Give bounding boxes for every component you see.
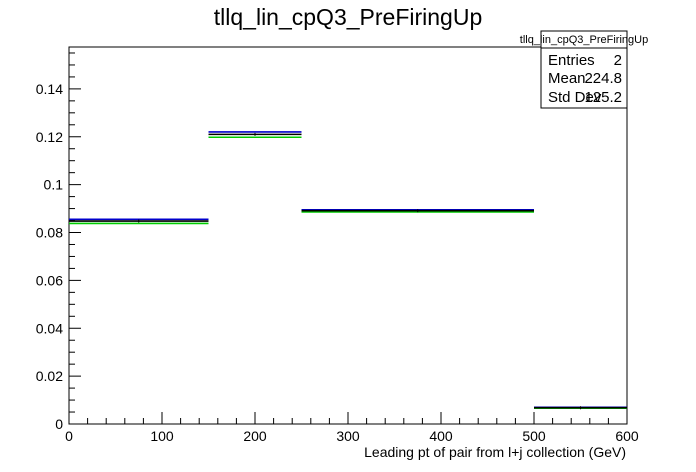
y-tick-label: 0.1: [44, 177, 64, 193]
x-tick-label: 300: [336, 428, 360, 444]
stats-stddev-value: 125.2: [584, 89, 622, 106]
stats-mean-value: 224.8: [584, 70, 622, 87]
y-tick-label: 0: [55, 416, 63, 432]
stats-box: tllq_lin_cpQ3_PreFiringUp Entries 2 Mean…: [520, 30, 648, 109]
x-tick-label: 400: [429, 428, 453, 444]
x-tick-label: 100: [150, 428, 174, 444]
stats-entries-label: Entries: [548, 52, 595, 69]
x-tick-label: 600: [615, 428, 639, 444]
stats-stddev-label: Std Dev: [548, 89, 602, 106]
stats-box-title: tllq_lin_cpQ3_PreFiringUp: [520, 34, 648, 46]
x-tick-label: 500: [522, 428, 546, 444]
x-tick-label: 0: [65, 428, 73, 444]
y-tick-label: 0.14: [36, 81, 63, 97]
histogram-bars: [69, 131, 627, 410]
y-tick-label: 0.02: [36, 368, 63, 384]
stats-entries-value: 2: [614, 52, 622, 69]
axes: 0 100 200 300 400 500 600 0 0.02 0.04 0.06 0.08 0.1 0…: [36, 46, 639, 444]
stats-box-frame: [540, 30, 628, 109]
y-tick-label: 0.12: [36, 129, 63, 145]
y-tick-label: 0.08: [36, 225, 63, 241]
x-tick-label: 200: [243, 428, 267, 444]
y-tick-label: 0.04: [36, 320, 63, 336]
chart-title: tllq_lin_cpQ3_PreFiringUp: [214, 4, 482, 30]
stats-mean-label: Mean: [548, 70, 586, 87]
x-axis-label: Leading pt of pair from l+j collection (…: [364, 444, 626, 460]
y-tick-label: 0.06: [36, 272, 63, 288]
